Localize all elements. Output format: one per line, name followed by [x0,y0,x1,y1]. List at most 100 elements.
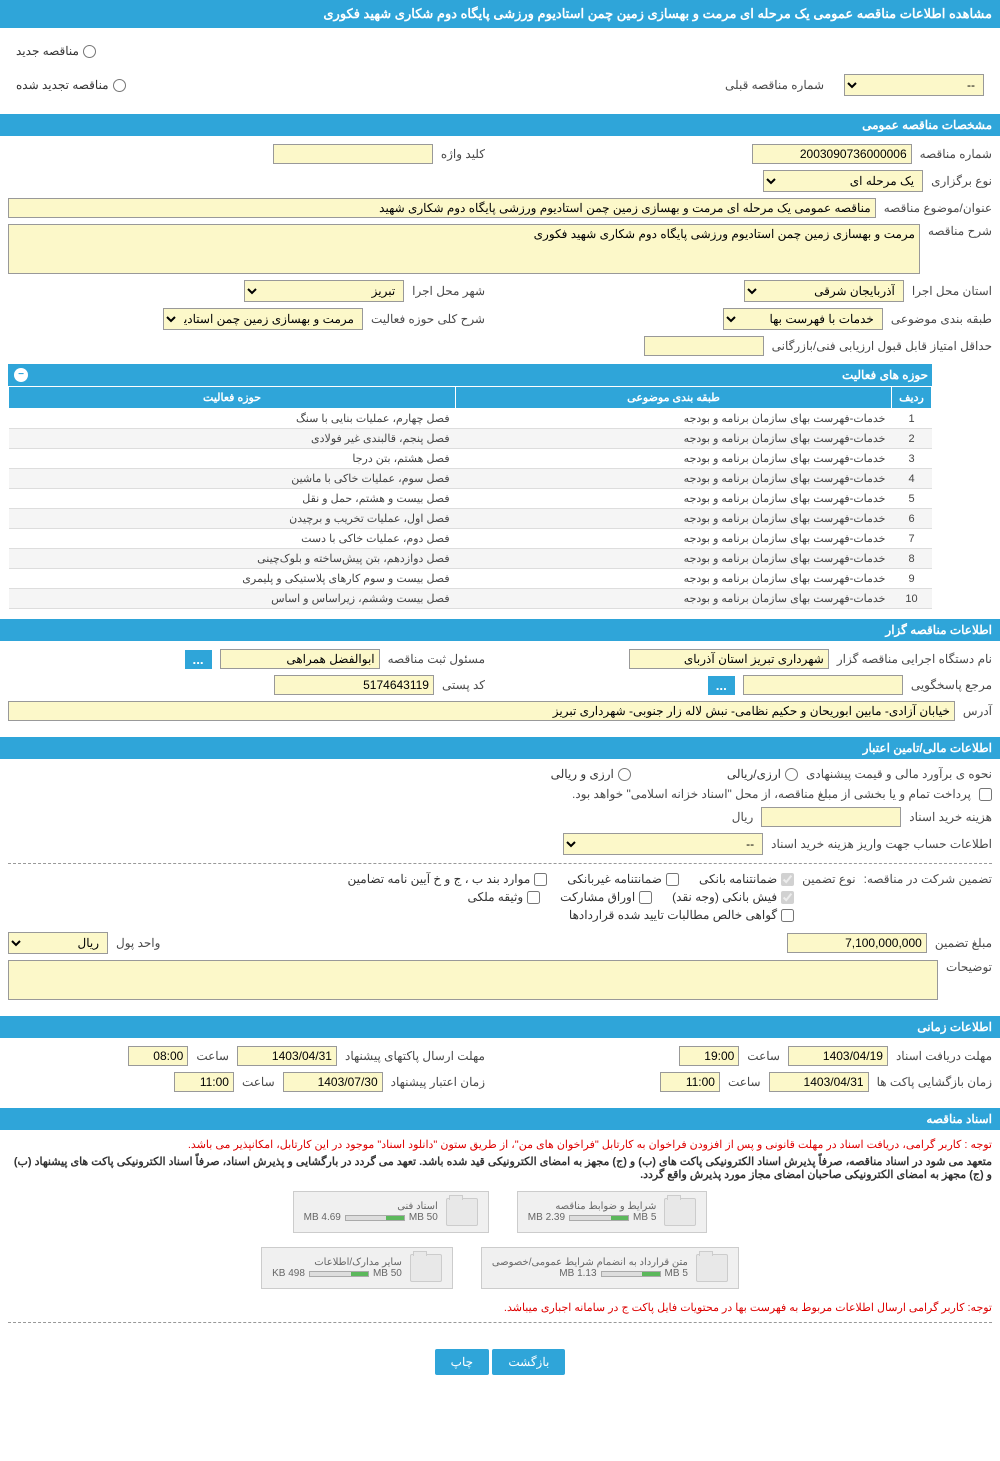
city-label: شهر محل اجرا [412,284,485,298]
opening-time[interactable] [660,1072,720,1092]
table-row: 5خدمات-فهرست بهای سازمان برنامه و بودجهف… [9,489,932,509]
doc-cost-input[interactable] [761,807,901,827]
currency-unit: ریال [732,810,754,824]
file-name: متن قرارداد به انضمام شرایط عمومی/خصوصی [492,1257,688,1268]
envelope-time[interactable] [128,1046,188,1066]
file-card[interactable]: متن قرارداد به انضمام شرایط عمومی/خصوصی … [481,1247,739,1289]
province-select[interactable]: آذربایجان شرقی [744,280,904,302]
resp-lookup-button[interactable]: ... [708,676,735,695]
envelope-date[interactable] [237,1046,337,1066]
file-name: اسناد فنی [304,1201,438,1212]
activity-areas-table: ردیف طبقه بندی موضوعی حوزه فعالیت 1خدمات… [8,386,932,609]
chk-nonbank-label: ضمانتنامه غیربانکی [567,872,662,886]
chk-bank-label: ضمانتنامه بانکی [699,872,777,886]
doc-cost-label: هزینه خرید اسناد [909,810,992,824]
prev-tender-select[interactable]: -- [844,74,984,96]
currency-label: ارزی/ریالی [727,767,781,781]
activity-label: شرح کلی حوزه فعالیت [371,312,485,326]
notes-textarea[interactable] [8,960,938,1000]
docs-note3: توجه: کاربر گرامی ارسال اطلاعات مربوط به… [8,1301,992,1314]
file-card[interactable]: شرایط و ضوابط مناقصه 5 MB 2.39 MB [517,1191,708,1233]
folder-icon [446,1198,478,1226]
buttons-row: بازگشت چاپ [0,1339,1000,1385]
guarantee-type-label: نوع تضمین [802,872,855,886]
chk-claims-label: گواهی خالص مطالبات تایید شده قراردادها [569,908,777,922]
envelope-deadline-label: مهلت ارسال پاکتهای پیشنهاد [345,1049,485,1063]
subject-label: عنوان/موضوع مناقصه [884,201,992,215]
reg-lookup-button[interactable]: ... [185,650,212,669]
resp-label: مرجع پاسخگویی [911,678,992,692]
activity-areas-header: حوزه های فعالیت − [8,364,932,386]
postal-input[interactable] [274,675,434,695]
timing-header: اطلاعات زمانی [0,1016,1000,1038]
file-card[interactable]: سایر مدارک/اطلاعات 50 MB 498 KB [261,1247,453,1289]
receive-deadline-label: مهلت دریافت اسناد [896,1049,992,1063]
chk-bylaw[interactable] [534,873,547,886]
org-input[interactable] [629,649,829,669]
chk-nonbank[interactable] [666,873,679,886]
tenderer-info-header: اطلاعات مناقصه گزار [0,619,1000,641]
reg-input[interactable] [220,649,380,669]
tender-no-input[interactable] [752,144,912,164]
currency-radio[interactable] [785,768,798,781]
both-label: ارزی و ریالی [551,767,614,781]
account-select[interactable]: -- [563,833,763,855]
file-name: سایر مدارک/اطلاعات [272,1257,402,1268]
both-radio[interactable] [618,768,631,781]
chk-bylaw-label: موارد بند ب ، ج و خ آیین نامه تضامین [348,872,531,886]
validity-time[interactable] [174,1072,234,1092]
keyword-input[interactable] [273,144,433,164]
col-row: ردیف [892,387,932,409]
address-label: آدرس [963,704,992,718]
min-score-label: حداقل امتیاز قابل قبول ارزیابی فنی/بازرگ… [772,339,992,353]
activity-select[interactable]: مرمت و بهسازی زمین چمن استادیوم ورزشی [163,308,363,330]
resp-input[interactable] [743,675,903,695]
file-card[interactable]: اسناد فنی 50 MB 4.69 MB [293,1191,489,1233]
city-select[interactable]: تبریز [244,280,404,302]
category-label: طبقه بندی موضوعی [891,312,992,326]
renewed-tender-radio[interactable] [113,79,126,92]
table-row: 4خدمات-فهرست بهای سازمان برنامه و بودجهف… [9,469,932,489]
tenderer-info-section: نام دستگاه اجرایی مناقصه گزار مرجع پاسخگ… [0,641,1000,735]
postal-label: کد پستی [442,678,485,692]
min-score-input[interactable] [644,336,764,356]
holding-type-select[interactable]: یک مرحله ای [763,170,923,192]
docs-note1: توجه : کاربر گرامی، دریافت اسناد در مهلت… [8,1138,992,1151]
time-label-3: ساعت [196,1049,229,1063]
validity-label: زمان اعتبار پیشنهاد [391,1075,485,1089]
table-row: 3خدمات-فهرست بهای سازمان برنامه و بودجهف… [9,449,932,469]
category-select[interactable]: خدمات با فهرست بها [723,308,883,330]
new-tender-radio[interactable] [83,45,96,58]
address-input[interactable] [8,701,955,721]
payment-checkbox[interactable] [979,788,992,801]
keyword-label: کلید واژه [441,147,485,161]
desc-textarea[interactable]: مرمت و بهسازی زمین چمن استادیوم ورزشی پا… [8,224,920,274]
chk-cash-label: فیش بانکی (وجه نقد) [672,890,777,904]
table-row: 8خدمات-فهرست بهای سازمان برنامه و بودجهف… [9,549,932,569]
unit-select[interactable]: ریال [8,932,108,954]
back-button[interactable]: بازگشت [492,1349,565,1375]
timing-section: مهلت دریافت اسناد ساعت زمان بازگشایی پاک… [0,1038,1000,1106]
file-name: شرایط و ضوابط مناقصه [528,1201,657,1212]
chk-securities[interactable] [639,891,652,904]
chk-bank [781,873,794,886]
amount-input[interactable] [787,933,927,953]
subject-input[interactable] [8,198,876,218]
opening-date[interactable] [769,1072,869,1092]
table-row: 6خدمات-فهرست بهای سازمان برنامه و بودجهف… [9,509,932,529]
new-tender-label: مناقصه جدید [16,44,79,58]
chk-property[interactable] [527,891,540,904]
table-row: 7خدمات-فهرست بهای سازمان برنامه و بودجهف… [9,529,932,549]
province-label: استان محل اجرا [912,284,992,298]
receive-date[interactable] [788,1046,888,1066]
method-label: نحوه ی برآورد مالی و قیمت پیشنهادی [806,767,992,781]
col-category: طبقه بندی موضوعی [456,387,892,409]
validity-date[interactable] [283,1072,383,1092]
table-row: 2خدمات-فهرست بهای سازمان برنامه و بودجهف… [9,429,932,449]
print-button[interactable]: چاپ [435,1349,489,1375]
receive-time[interactable] [679,1046,739,1066]
table-row: 9خدمات-فهرست بهای سازمان برنامه و بودجهف… [9,569,932,589]
chk-claims[interactable] [781,909,794,922]
collapse-icon[interactable]: − [14,368,28,382]
time-label-4: ساعت [242,1075,275,1089]
